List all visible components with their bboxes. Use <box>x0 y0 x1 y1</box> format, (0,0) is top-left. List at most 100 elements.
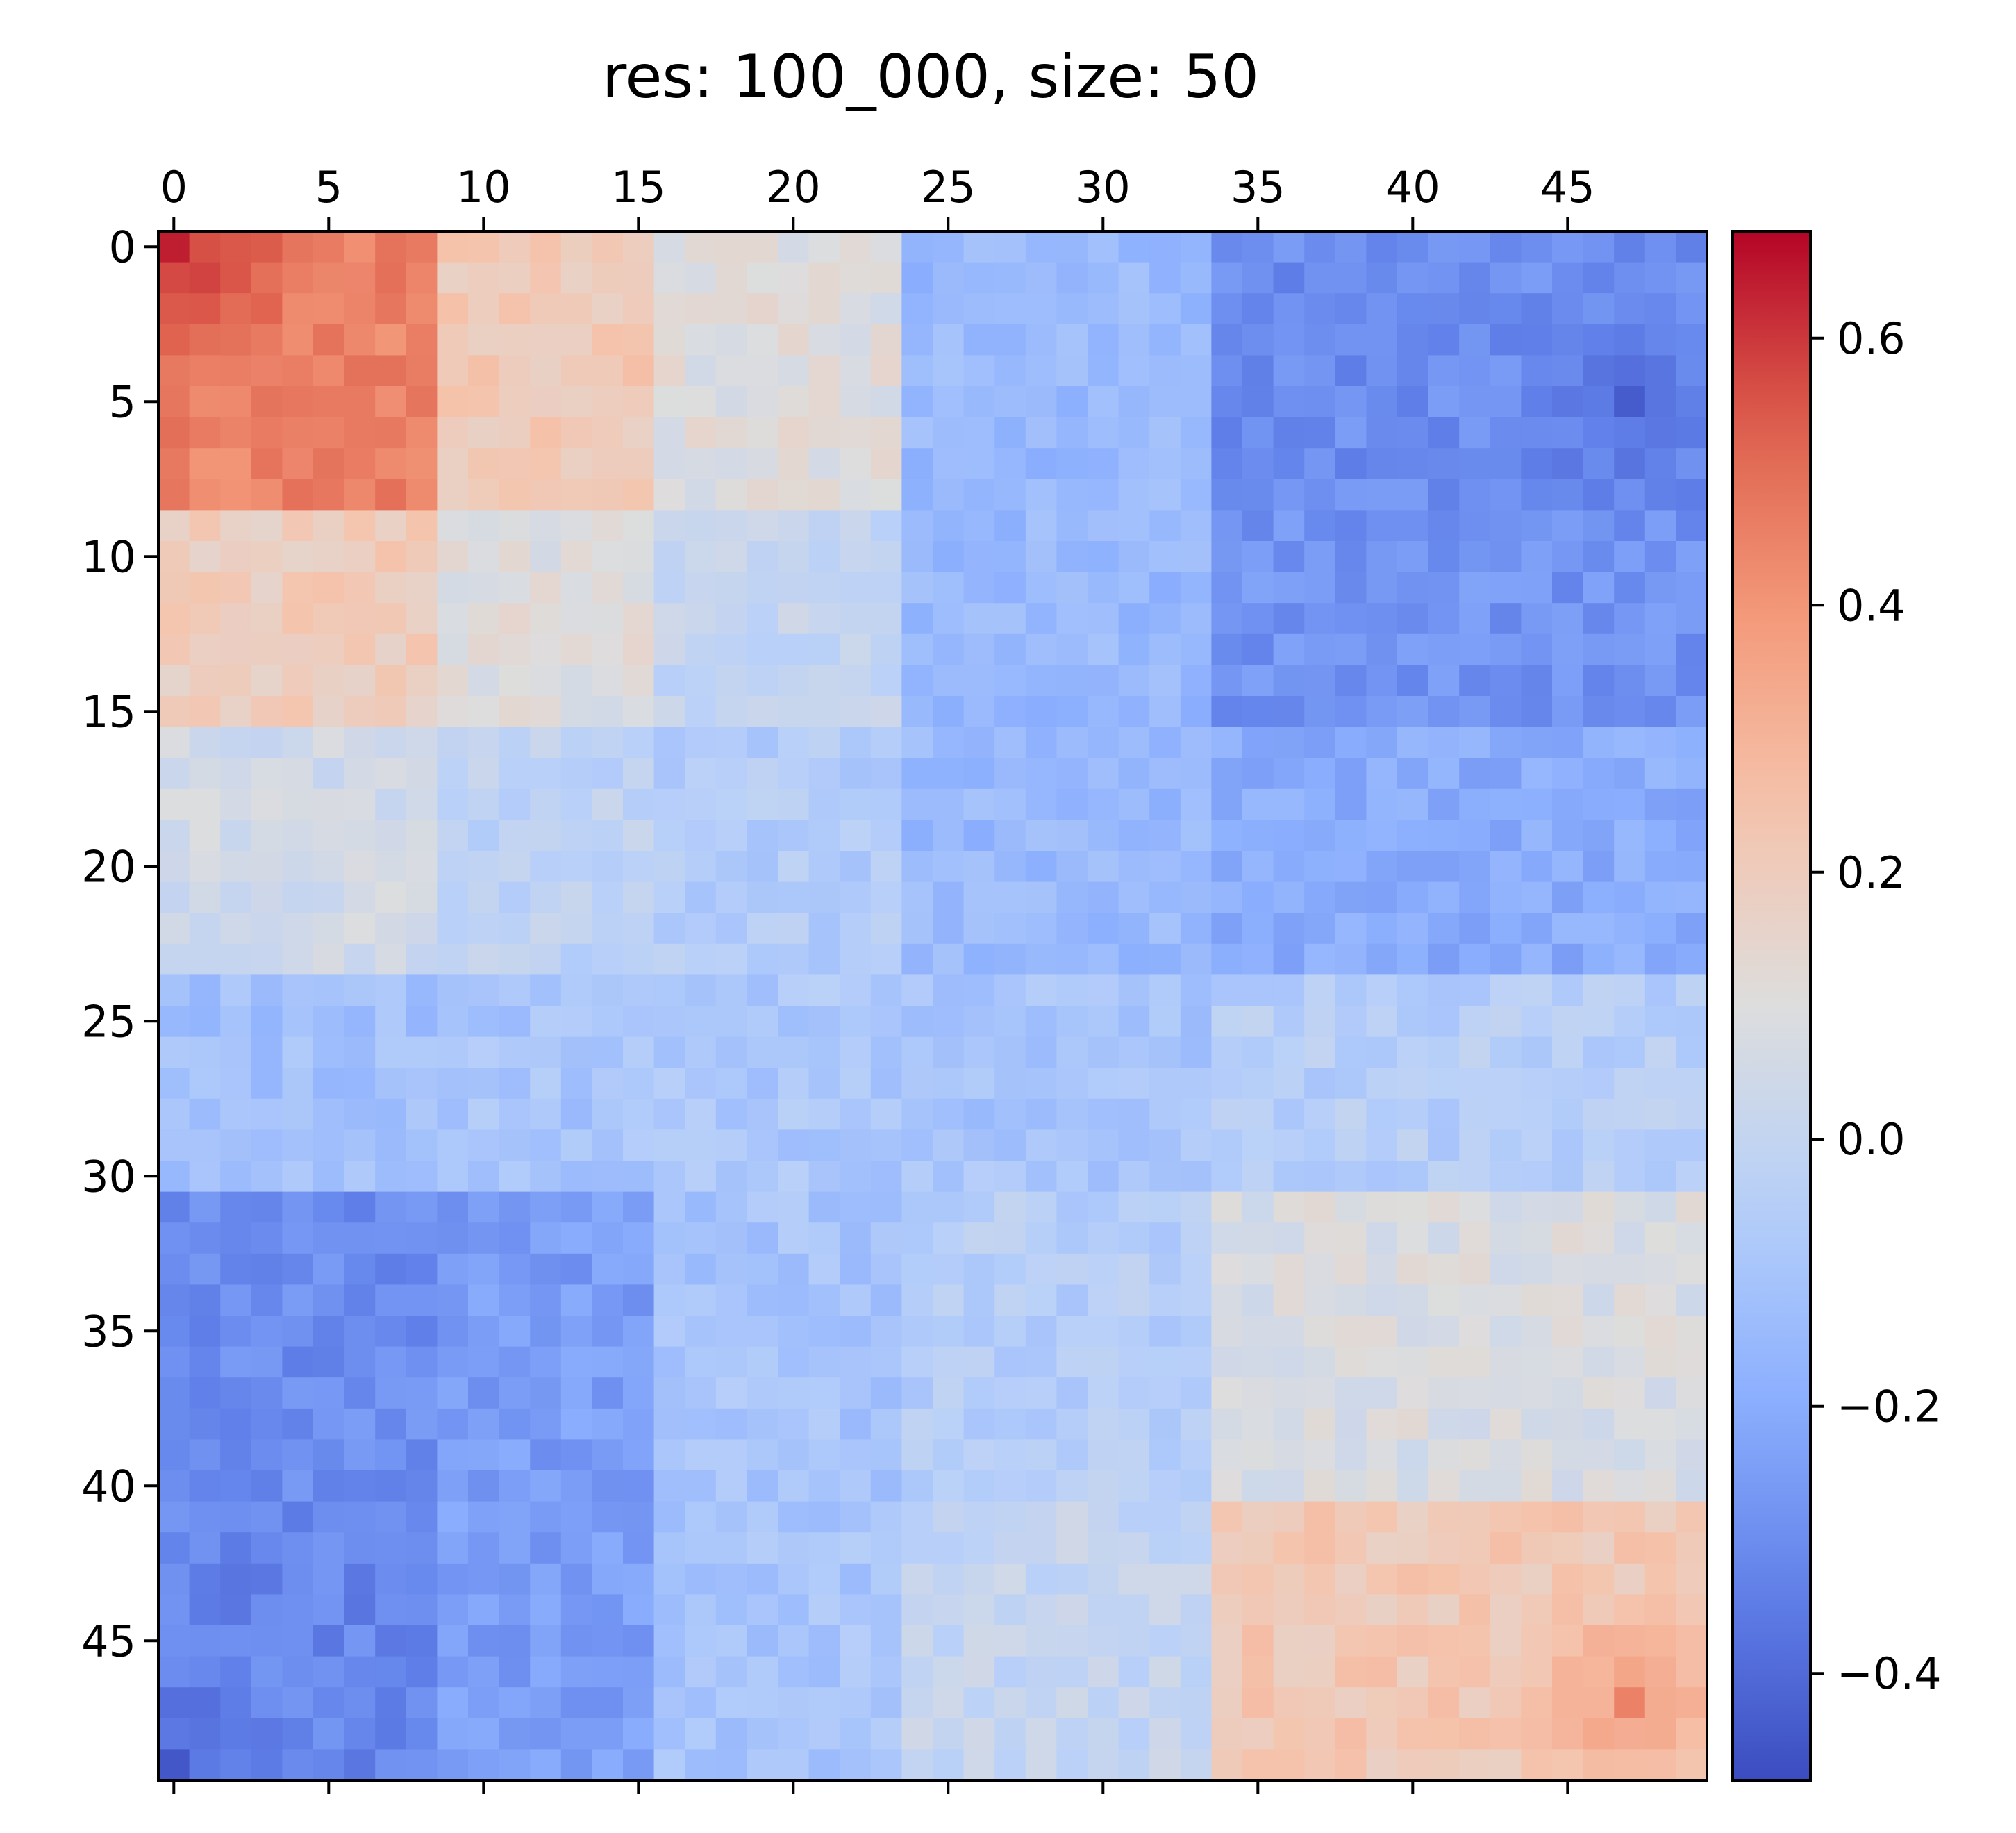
heatmap-cell <box>1366 1098 1398 1130</box>
heatmap-cell <box>375 448 407 480</box>
heatmap-cell <box>251 1129 283 1161</box>
heatmap-cell <box>1242 448 1274 480</box>
heatmap-cell <box>437 417 469 449</box>
heatmap-cell <box>1521 603 1553 635</box>
heatmap-cell <box>1118 1346 1150 1378</box>
heatmap-cell <box>1490 881 1522 913</box>
heatmap-cell <box>1025 1408 1057 1440</box>
heatmap-cell <box>592 665 624 697</box>
heatmap-cell <box>1335 1316 1367 1347</box>
heatmap-cell <box>282 1470 314 1502</box>
heatmap-cell <box>840 1749 872 1781</box>
y-tick-label: 25 <box>81 996 136 1047</box>
heatmap-cell <box>963 1222 995 1254</box>
heatmap-cell <box>375 1253 407 1285</box>
y-tick-label: 40 <box>81 1461 136 1511</box>
heatmap-cell <box>747 572 778 604</box>
heatmap-cell <box>592 572 624 604</box>
heatmap-cell <box>189 541 221 573</box>
heatmap-cell <box>963 1532 995 1564</box>
heatmap-cell <box>1056 1098 1088 1130</box>
heatmap-cell <box>808 1563 840 1595</box>
heatmap-cell <box>499 1253 531 1285</box>
heatmap-cell <box>933 1656 965 1688</box>
heatmap-cell <box>1149 355 1181 387</box>
heatmap-cell <box>778 1563 810 1595</box>
heatmap-cell <box>530 448 562 480</box>
heatmap-cell <box>1088 633 1119 665</box>
heatmap-cell <box>1211 1687 1243 1719</box>
heatmap-cell <box>1583 758 1615 790</box>
heatmap-cell <box>653 1439 685 1471</box>
heatmap-cell <box>1583 1718 1615 1750</box>
heatmap-cell <box>1583 1408 1615 1440</box>
heatmap-cell <box>933 1625 965 1657</box>
heatmap-cell <box>1552 231 1584 263</box>
heatmap-cell <box>623 1129 655 1161</box>
heatmap-cell <box>251 1501 283 1533</box>
heatmap-cell <box>963 1625 995 1657</box>
heatmap-cell <box>901 1191 933 1223</box>
heatmap-cell <box>313 1594 345 1626</box>
heatmap-cell <box>1118 603 1150 635</box>
heatmap-cell <box>158 1594 190 1626</box>
heatmap-cell <box>1552 1316 1584 1347</box>
heatmap-cell <box>715 758 747 790</box>
heatmap-cell <box>1552 1439 1584 1471</box>
heatmap-cell <box>994 386 1026 418</box>
heatmap-cell <box>778 1501 810 1533</box>
heatmap-cell <box>1149 1253 1181 1285</box>
heatmap-cell <box>313 881 345 913</box>
heatmap-cell <box>994 1408 1026 1440</box>
heatmap-cell <box>560 1068 592 1100</box>
heatmap-cell <box>1025 1316 1057 1347</box>
heatmap-cell <box>189 1594 221 1626</box>
heatmap-cell <box>251 1316 283 1347</box>
heatmap-cell <box>1521 262 1553 294</box>
heatmap-cell <box>747 386 778 418</box>
heatmap-cell <box>1490 479 1522 511</box>
heatmap-cell <box>1088 851 1119 883</box>
heatmap-cell <box>715 881 747 913</box>
heatmap-cell <box>1335 758 1367 790</box>
heatmap-cell <box>1088 603 1119 635</box>
heatmap-cell <box>623 1377 655 1409</box>
heatmap-cell <box>1304 603 1336 635</box>
heatmap-cell <box>840 1532 872 1564</box>
heatmap-cell <box>282 758 314 790</box>
heatmap-cell <box>933 1253 965 1285</box>
heatmap-cell <box>1056 1470 1088 1502</box>
heatmap-cell <box>1025 727 1057 758</box>
heatmap-cell <box>808 1501 840 1533</box>
heatmap-cell <box>808 633 840 665</box>
heatmap-cell <box>220 1253 252 1285</box>
heatmap-cell <box>1335 913 1367 945</box>
heatmap-cell <box>1490 324 1522 356</box>
heatmap-cell <box>560 1625 592 1657</box>
heatmap-cell <box>1428 417 1460 449</box>
heatmap-cell <box>1149 1222 1181 1254</box>
heatmap-cell <box>1056 479 1088 511</box>
heatmap-cell <box>685 1408 717 1440</box>
heatmap-cell <box>623 417 655 449</box>
heatmap-cell <box>715 448 747 480</box>
heatmap-cell <box>1149 696 1181 728</box>
heatmap-cell <box>1397 1346 1429 1378</box>
heatmap-cell <box>933 1594 965 1626</box>
heatmap-cell <box>1180 788 1212 820</box>
heatmap-cell <box>1428 293 1460 325</box>
heatmap-cell <box>1335 1006 1367 1038</box>
heatmap-cell <box>592 293 624 325</box>
heatmap-cell <box>437 1006 469 1038</box>
heatmap-cell <box>375 541 407 573</box>
heatmap-cell <box>406 572 438 604</box>
heatmap-cell <box>282 1749 314 1781</box>
heatmap-cell <box>1273 1532 1305 1564</box>
heatmap-cell <box>1614 262 1646 294</box>
heatmap-cell <box>1273 355 1305 387</box>
heatmap-cell <box>282 386 314 418</box>
heatmap-cell <box>1644 603 1676 635</box>
heatmap-cell <box>1025 943 1057 975</box>
heatmap-cell <box>840 262 872 294</box>
heatmap-cell <box>530 1129 562 1161</box>
